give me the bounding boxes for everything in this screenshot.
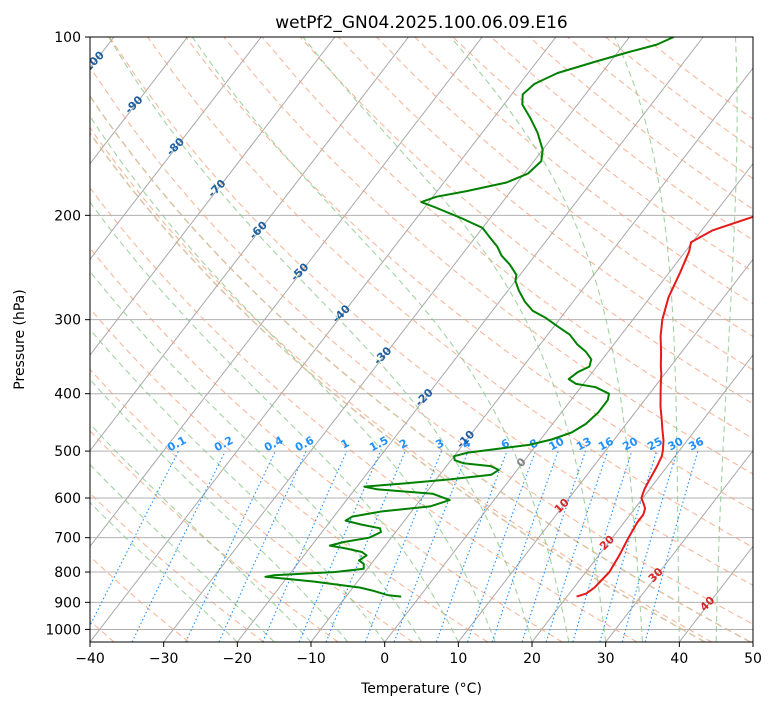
- x-tick-label: 10: [449, 651, 467, 667]
- x-tick-label: −10: [296, 651, 326, 667]
- y-tick-label: 200: [54, 208, 81, 224]
- x-tick-label: 40: [670, 651, 688, 667]
- chart-title: wetPf2_GN04.2025.100.06.09.E16: [275, 13, 567, 33]
- y-tick-label: 700: [54, 531, 81, 547]
- x-tick-label: 30: [597, 651, 615, 667]
- y-tick-label: 100: [54, 30, 81, 46]
- plot-background: [90, 37, 753, 642]
- x-tick-label: −20: [223, 651, 253, 667]
- x-axis-title: Temperature (°C): [360, 681, 482, 697]
- y-tick-label: 500: [54, 444, 81, 460]
- y-tick-label: 300: [54, 313, 81, 329]
- y-tick-label: 1000: [45, 622, 81, 638]
- y-tick-label: 800: [54, 565, 81, 581]
- x-tick-label: 20: [523, 651, 541, 667]
- y-tick-label: 400: [54, 387, 81, 403]
- y-tick-label: 600: [54, 491, 81, 507]
- y-axis-title: Pressure (hPa): [12, 289, 28, 389]
- x-tick-label: 50: [744, 651, 762, 667]
- isotherm-line: [753, 37, 775, 642]
- x-tick-label: −40: [75, 651, 105, 667]
- y-tick-label: 900: [54, 595, 81, 611]
- x-tick-label: 0: [380, 651, 389, 667]
- x-tick-label: −30: [149, 651, 179, 667]
